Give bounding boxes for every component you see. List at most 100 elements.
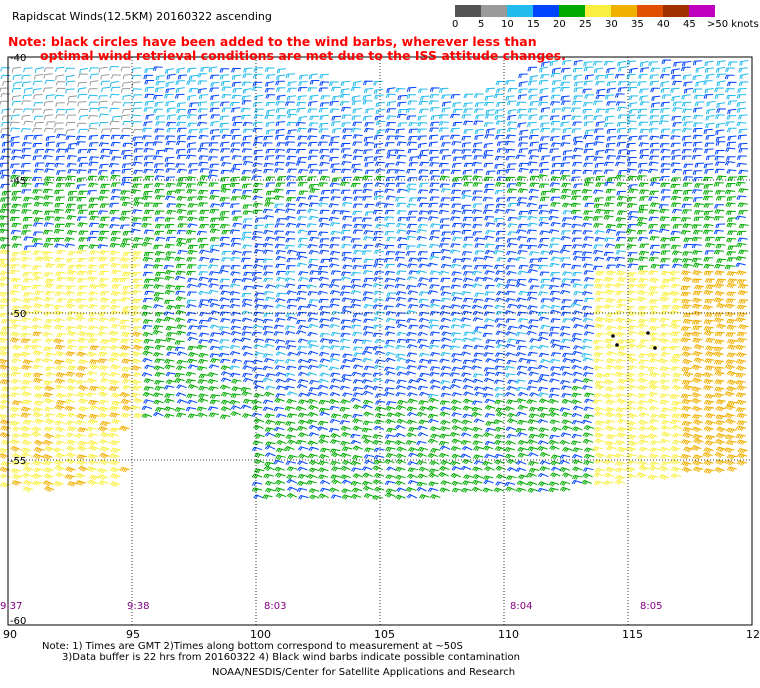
wind-barb: [10, 366, 21, 372]
wind-barb: [396, 210, 407, 215]
wind-barb: [539, 413, 550, 419]
wind-barb: [605, 325, 616, 331]
wind-barb: [472, 358, 483, 364]
wind-barb: [550, 202, 561, 207]
wind-barb: [705, 115, 715, 121]
wind-barb: [539, 95, 549, 102]
wind-barb: [537, 487, 548, 493]
wind-barb: [275, 128, 285, 135]
wind-barb: [386, 135, 396, 141]
wind-barb: [164, 359, 175, 364]
wind-barb: [241, 183, 252, 189]
wind-barb: [583, 460, 594, 466]
wind-barb: [33, 447, 45, 453]
wind-barb: [493, 277, 505, 283]
wind-barb: [0, 364, 10, 371]
wind-barb: [219, 115, 230, 121]
wind-barb: [319, 114, 329, 121]
wind-barb: [142, 195, 153, 201]
wind-barb: [34, 162, 45, 167]
wind-barb: [549, 188, 560, 194]
wind-barb: [649, 149, 660, 154]
wind-barb: [495, 465, 506, 472]
wind-barb: [584, 142, 595, 148]
wind-barb: [88, 203, 99, 209]
wind-barb: [177, 216, 188, 221]
wind-barb: [372, 283, 384, 288]
wind-barb: [197, 73, 208, 78]
wind-barb: [166, 229, 177, 235]
wind-barb: [362, 270, 373, 275]
wind-barb: [0, 197, 10, 203]
wind-barb: [341, 309, 352, 315]
wind-barb: [109, 120, 120, 126]
wind-barb: [406, 331, 417, 337]
wind-barb: [66, 439, 77, 446]
wind-barb: [507, 303, 518, 309]
wind-barb: [581, 256, 592, 262]
wind-barb: [143, 264, 154, 269]
wind-barb: [23, 236, 34, 241]
wind-barb: [702, 229, 714, 235]
wind-barb: [11, 344, 23, 351]
wind-barb: [273, 324, 284, 330]
wind-barb: [375, 169, 386, 174]
wind-barb: [714, 161, 725, 166]
wind-barb: [21, 114, 31, 121]
wind-barb: [67, 190, 78, 196]
wind-barb: [485, 222, 496, 227]
wind-barb: [187, 223, 198, 228]
wind-barb: [484, 95, 495, 101]
wind-barb: [352, 425, 363, 431]
wind-barb: [11, 191, 22, 196]
wind-barb: [110, 182, 121, 187]
wind-barb: [10, 439, 21, 446]
wind-barb: [77, 94, 88, 99]
wind-barb: [417, 135, 427, 141]
wind-barb: [54, 420, 66, 426]
wind-barb: [705, 155, 716, 161]
wind-barb: [594, 162, 605, 168]
wind-barb: [163, 413, 175, 419]
wind-barb: [352, 108, 362, 114]
wind-barb: [198, 290, 209, 296]
wind-barb: [77, 257, 88, 263]
wind-barb: [606, 128, 617, 134]
wind-barb: [540, 74, 550, 79]
wind-barb: [550, 366, 561, 371]
wind-barb: [319, 411, 330, 417]
wind-barb: [154, 358, 165, 364]
wind-barb: [615, 231, 626, 236]
wind-barb: [187, 244, 198, 250]
wind-barb: [494, 115, 505, 120]
wind-barb: [416, 486, 427, 492]
wind-barb: [670, 183, 681, 189]
wind-barb: [252, 188, 263, 194]
wind-barb: [374, 270, 385, 276]
wind-barb: [120, 114, 131, 120]
wind-barb: [164, 224, 175, 229]
wind-barb: [616, 106, 627, 112]
wind-barb: [550, 142, 561, 147]
wind-barb: [64, 148, 75, 153]
wind-barb: [251, 405, 263, 411]
wind-barb: [738, 67, 748, 73]
wind-barb: [165, 68, 175, 74]
wind-barb: [451, 487, 463, 493]
wind-barb: [540, 304, 551, 310]
wind-barb: [561, 385, 572, 391]
wind-barb: [493, 93, 504, 99]
wind-barb: [350, 303, 361, 309]
wind-barb: [639, 88, 649, 94]
wind-barb: [221, 107, 232, 113]
wind-barb: [417, 189, 428, 194]
wind-barb: [669, 458, 681, 466]
wind-barb: [100, 291, 110, 296]
wind-barb: [529, 285, 540, 290]
wind-barb: [439, 87, 449, 93]
wind-barb: [582, 305, 593, 311]
wind-barb: [449, 372, 460, 377]
wind-barb: [165, 251, 176, 256]
wind-barb: [639, 243, 650, 249]
wind-barb: [396, 379, 407, 385]
